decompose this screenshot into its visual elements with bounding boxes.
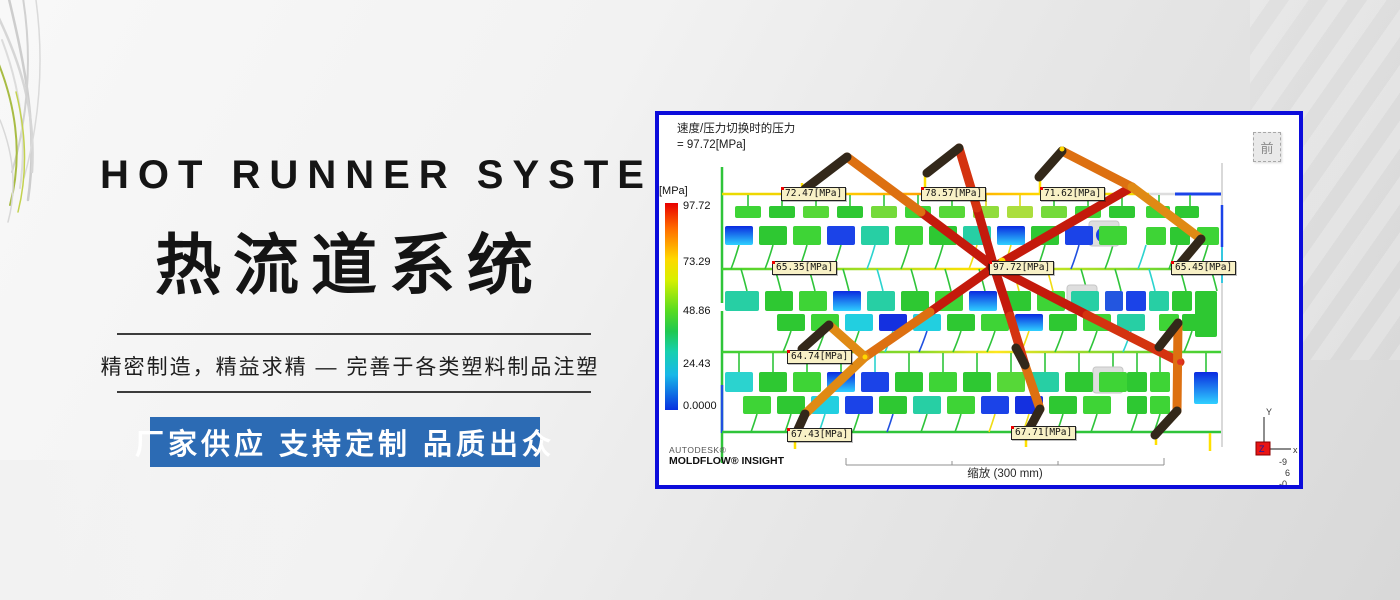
brand-autodesk: AUTODESK® <box>669 445 727 455</box>
legend-tick-3: 24.43 <box>683 358 711 370</box>
scale-bracket <box>845 458 1165 466</box>
legend-tick-1: 73.29 <box>683 256 711 268</box>
probe-label: 64.74[MPa] <box>787 350 853 364</box>
axis-number-0: -9 <box>1279 457 1287 467</box>
divider-top <box>117 333 591 335</box>
cavity-row-5 <box>725 372 1218 404</box>
cavity-row-2 <box>725 226 1219 245</box>
result-title-line2: = 97.72[MPa] <box>677 139 746 151</box>
legend-tick-0: 97.72 <box>683 200 711 212</box>
background-fold <box>0 460 700 600</box>
scale-label: 缩放 (300 mm) <box>967 468 1043 480</box>
moldflow-viewer-panel: Y x Z -9 6 -0 速度/压力切换时的压力 = 97.72[MPa] 前… <box>655 111 1303 489</box>
divider-bottom <box>117 391 591 393</box>
probe-label: 71.62[MPa] <box>1040 187 1106 201</box>
palm-leaf-decoration <box>0 0 41 223</box>
brand-moldflow-insight: MOLDFLOW® INSIGHT <box>669 455 785 467</box>
axis-number-1: 6 <box>1285 468 1290 478</box>
legend-colorbar <box>665 203 678 410</box>
axis-triad: Y x Z -9 6 -0 <box>1255 407 1298 485</box>
hero-title-en: HOT RUNNER SYSTEM <box>100 153 696 197</box>
legend-tick-4: 0.0000 <box>683 400 717 412</box>
axis-x-label: x <box>1293 445 1298 455</box>
probe-label: 65.45[MPa] <box>1171 261 1237 275</box>
axis-number-2: -0 <box>1279 479 1287 485</box>
probe-label: 72.47[MPa] <box>781 187 847 201</box>
hero-title-zh: 热流道系统 <box>155 228 545 302</box>
front-view-button[interactable]: 前 <box>1253 132 1281 162</box>
cavity-row-6 <box>743 396 1170 414</box>
runner-connectors <box>730 195 1218 433</box>
result-title-line1: 速度/压力切换时的压力 <box>677 123 796 135</box>
cavity-row-1 <box>735 206 1199 218</box>
probe-label: 67.43[MPa] <box>787 428 853 442</box>
result-title: 速度/压力切换时的压力 = 97.72[MPa] <box>677 121 795 153</box>
probe-label: 97.72[MPa] <box>989 261 1055 275</box>
mold-frame-lines <box>720 163 1224 463</box>
probe-label: 67.71[MPa] <box>1011 426 1077 440</box>
moldflow-brand: AUTODESK® MOLDFLOW® INSIGHT <box>669 445 784 467</box>
axis-z-label: Z <box>1259 444 1265 454</box>
moldflow-plot: Y x Z -9 6 -0 <box>720 143 1298 485</box>
probe-label: 78.57[MPa] <box>921 187 987 201</box>
cavity-row-4 <box>777 314 1202 331</box>
probe-label: 65.35[MPa] <box>772 261 838 275</box>
legend-tick-2: 48.86 <box>683 305 711 317</box>
cta-button[interactable]: 厂家供应 支持定制 品质出众 <box>135 417 551 467</box>
hero-tagline: 精密制造，精益求精 — 完善于各类塑料制品注塑 <box>100 356 600 379</box>
legend-unit-label: [MPa] <box>659 185 688 197</box>
axis-y-label: Y <box>1266 407 1272 417</box>
